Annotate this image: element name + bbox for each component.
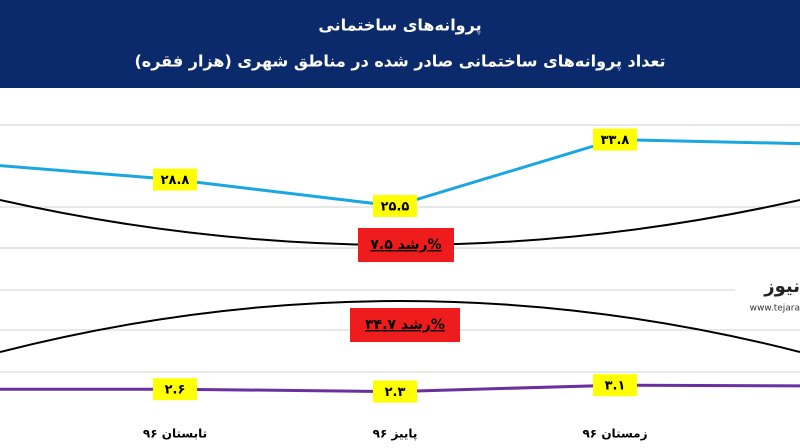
x-tick-label: پاییز ۹۶ — [373, 427, 418, 441]
annotation-box — [350, 308, 460, 342]
header — [0, 0, 800, 88]
data-label: ۲.۳ — [385, 385, 406, 400]
data-label: ۳.۱ — [605, 379, 626, 394]
data-label-box — [153, 378, 197, 401]
data-label-box — [373, 195, 417, 217]
chart-title: پروانه‌های ساختمانی — [318, 16, 481, 36]
x-tick-label: زمستان ۹۶ — [582, 427, 647, 441]
growth-arc — [0, 300, 800, 353]
chart-subtitle: تعداد پروانه‌های ساختمانی صادر شده در من… — [134, 52, 665, 72]
x-axis-band — [0, 410, 800, 448]
logo: نیوز — [763, 276, 800, 297]
logo-url: www.tejara — [750, 304, 800, 314]
data-label-box — [593, 128, 637, 151]
annotation-box — [358, 228, 454, 262]
data-label: ۲۵.۵ — [381, 200, 410, 215]
data-label-box — [593, 374, 637, 397]
x-tick-label: تابستان ۹۶ — [143, 427, 207, 441]
data-label: ۳۳.۸ — [601, 133, 630, 148]
logo-box — [735, 268, 800, 318]
data-label: ۲.۶ — [165, 383, 186, 398]
data-label-box — [373, 380, 417, 403]
annotation: رشد ۳۴.۷% — [365, 317, 445, 333]
data-label-box — [153, 168, 197, 191]
data-label: ۲۸.۸ — [161, 173, 190, 188]
annotation: رشد ۷.۵% — [370, 237, 441, 253]
